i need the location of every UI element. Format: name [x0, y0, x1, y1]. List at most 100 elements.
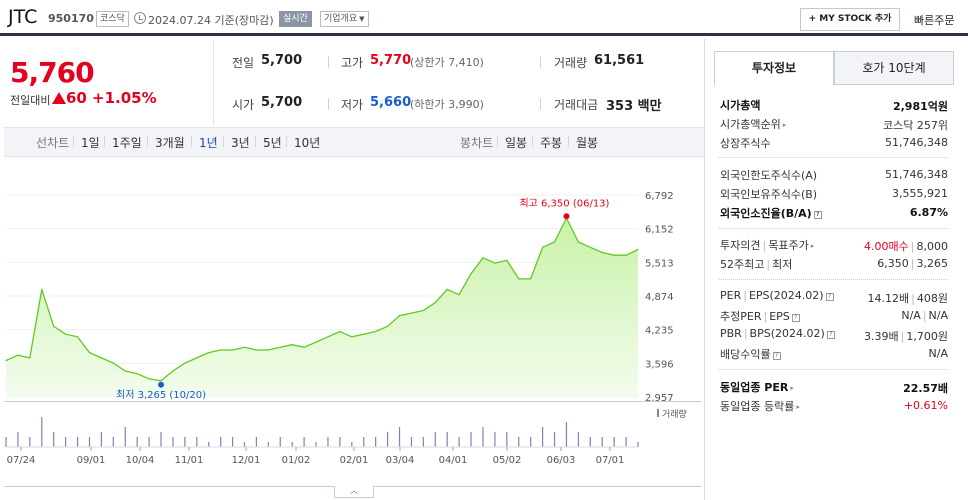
volume-bar — [243, 442, 246, 447]
opinion-target-value: 4.00매수 | 8,000 — [864, 238, 948, 254]
help-icon[interactable]: ? — [772, 352, 781, 360]
foreign-limit-value: 51,746,348 — [885, 168, 948, 181]
lower-limit: (하한가 3,990) — [410, 98, 484, 111]
triangle-right-icon: ▸ — [796, 403, 800, 411]
est-per-value: N/A — [901, 309, 921, 322]
price-point — [410, 312, 413, 314]
prev-close-value: 5,700 — [261, 53, 303, 68]
volume-bar — [530, 437, 532, 447]
volume-bar — [267, 442, 269, 447]
volume-bar — [65, 437, 67, 447]
price-chart[interactable]: 6,792 6,152 5,513 4,874 4,235 3,596 2,957 최고 6… — [4, 157, 701, 469]
price-point — [267, 349, 269, 351]
caret-down-icon: ▼ — [359, 15, 365, 23]
tab-investment-info[interactable]: 투자정보 — [714, 51, 834, 85]
sector-per-link[interactable]: 동일업종 PER ▸ — [720, 379, 794, 395]
x-tick-label: 12/01 — [232, 455, 261, 466]
help-icon[interactable]: ? — [825, 293, 834, 301]
stock-code: 950170 — [48, 12, 94, 25]
price-point — [601, 251, 603, 254]
tab-order-book[interactable]: 호가 10단계 — [834, 51, 954, 85]
volume-bar — [458, 437, 460, 447]
volume-bar — [422, 437, 424, 447]
sector-rate-link[interactable]: 동일업종 등락률 ▸ — [720, 398, 800, 414]
upper-limit: (상한가 7,410) — [410, 56, 484, 69]
price-point — [231, 349, 234, 351]
collapse-chart-button[interactable]: ︿ — [334, 486, 374, 498]
price-point — [255, 349, 258, 351]
foreign-ratio-row: 외국인소진율(B/A)? — [720, 205, 822, 221]
volume-bar — [613, 437, 615, 447]
volume-bar — [41, 417, 43, 447]
eps-value: 408원 — [916, 292, 948, 305]
price-point — [41, 288, 43, 290]
market-cap-rank-link[interactable]: 시가총액순위 ▸ — [720, 116, 786, 132]
tab-3month[interactable]: 3개월 — [155, 136, 185, 150]
foreign-ratio-label: 외국인소진율(B/A) — [720, 207, 812, 220]
tab-divider — [104, 136, 105, 147]
triangle-right-icon: ▸ — [810, 242, 815, 250]
tab-5year[interactable]: 5년 — [263, 136, 282, 150]
price-point — [29, 357, 31, 359]
my-stock-add-button[interactable]: + MY STOCK 추가 — [800, 8, 900, 31]
x-tick-label: 10/04 — [126, 455, 155, 466]
triangle-right-icon: ▸ — [790, 384, 794, 392]
tab-1week[interactable]: 1주일 — [112, 136, 142, 150]
per-value: 14.12배 — [867, 292, 910, 305]
volume-bar — [589, 437, 591, 447]
high-marker — [563, 213, 570, 220]
price-point — [458, 294, 460, 296]
x-tick-label: 03/04 — [386, 455, 415, 466]
w52-low-value: 3,265 — [916, 257, 949, 270]
opinion-label: 투자의견 — [720, 239, 761, 252]
price-point — [589, 246, 591, 248]
tab-1year[interactable]: 1년 — [199, 136, 218, 150]
change-rate: +1.05% — [92, 89, 157, 107]
tab-weekly[interactable]: 주봉 — [540, 136, 563, 150]
w52-high-label: 52주최고 — [720, 258, 765, 271]
quick-order-button[interactable]: 빠른주문 — [914, 14, 955, 27]
tab-3year[interactable]: 3년 — [231, 136, 250, 150]
volume-bar — [208, 442, 210, 447]
per-eps-label: PER | EPS(2024.02)? — [720, 289, 834, 302]
volume-bar — [470, 432, 472, 447]
price-point — [542, 246, 544, 248]
volume-bar — [160, 432, 162, 447]
volume-bar — [100, 432, 102, 447]
low-value: 5,660 — [370, 95, 412, 110]
tab-1day[interactable]: 1일 — [81, 136, 100, 150]
price-point — [279, 346, 281, 348]
price-point — [625, 254, 627, 256]
volume-bar — [553, 432, 556, 447]
y-tick-label: 6,152 — [645, 225, 674, 236]
y-tick-label: 4,874 — [645, 292, 674, 303]
price-point — [351, 336, 353, 338]
tab-divider — [191, 136, 192, 147]
company-overview-dropdown[interactable]: 기업개요 ▼ — [320, 11, 369, 27]
x-tick-label: 05/02 — [493, 455, 522, 466]
volume-bar — [542, 427, 544, 447]
help-icon[interactable]: ? — [813, 211, 822, 219]
separator: | — [763, 310, 768, 323]
listed-shares-label: 상장주식수 — [720, 137, 771, 150]
separator: | — [743, 327, 748, 340]
x-tick-label: 02/01 — [340, 455, 369, 466]
tab-monthly[interactable]: 월봉 — [576, 136, 599, 150]
tab-daily[interactable]: 일봉 — [505, 136, 528, 150]
volume-bar — [327, 437, 329, 447]
high-value: 5,770 — [370, 53, 412, 68]
listed-shares-value: 51,746,348 — [885, 136, 948, 149]
chevron-up-icon: ︿ — [350, 486, 358, 495]
help-icon[interactable]: ? — [826, 331, 835, 339]
y-axis-ticks: 6,792 6,152 5,513 4,874 4,235 3,596 2,957 — [645, 191, 674, 404]
separator: | — [743, 289, 747, 302]
help-icon[interactable]: ? — [791, 314, 800, 322]
price-point — [5, 359, 7, 362]
realtime-button[interactable]: 실시간 — [279, 11, 312, 27]
tab-10year[interactable]: 10년 — [294, 136, 321, 150]
dividend-label-row: 배당수익률? — [720, 346, 781, 362]
tab-divider — [532, 136, 533, 147]
price-point — [65, 333, 67, 335]
price-point — [220, 349, 222, 351]
foreign-hold-value: 3,555,921 — [892, 187, 948, 200]
